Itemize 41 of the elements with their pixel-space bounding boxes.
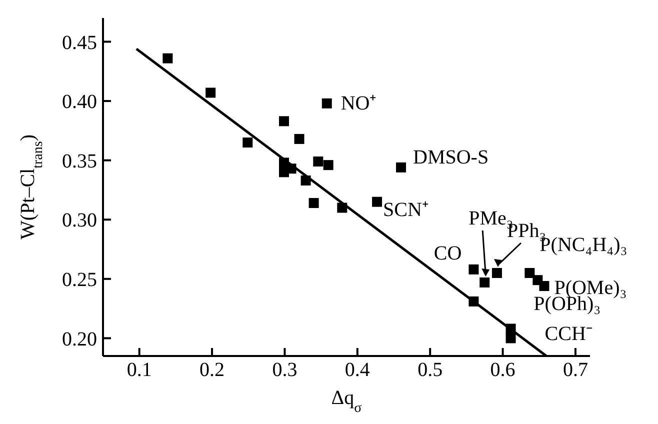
point: [337, 202, 348, 213]
point: [539, 281, 550, 292]
point: [506, 333, 516, 344]
point: [308, 198, 319, 208]
y-tick-label: 0.25: [62, 269, 97, 292]
annotation: NO⁺: [340, 92, 377, 114]
point: [313, 156, 324, 166]
point: [372, 196, 382, 207]
point: [492, 268, 502, 278]
x-tick-label: 0.6: [490, 359, 516, 382]
y-tick-label: 0.45: [62, 32, 97, 54]
point: [468, 264, 479, 274]
point: [396, 162, 406, 172]
annotation: CCH⁻: [544, 323, 593, 346]
point: [206, 88, 216, 98]
annotation: SCN⁺: [383, 198, 429, 221]
x-tick-label: 0.1: [126, 359, 152, 382]
x-tick-label: 0.4: [344, 359, 370, 382]
x-tick-label: 0.2: [200, 359, 225, 382]
point: [242, 138, 253, 148]
x-tick-label: 0.5: [418, 359, 443, 382]
y-tick-label: 0.40: [62, 91, 97, 114]
point: [480, 277, 490, 288]
y-tick-label: 0.20: [62, 328, 97, 350]
point: [524, 268, 535, 278]
annotation: DMSO-S: [413, 146, 489, 168]
x-axis-title: Δq$_{σ}$: [331, 387, 362, 416]
point: [294, 134, 304, 144]
point: [300, 175, 311, 186]
annotation: P(OMe)₃: [554, 277, 627, 300]
point: [506, 324, 516, 334]
point: [468, 296, 479, 306]
point: [162, 53, 173, 64]
y-tick-label: 0.35: [62, 150, 97, 172]
point: [278, 116, 289, 126]
annotation: CO: [434, 242, 462, 264]
x-tick-label: 0.3: [272, 359, 298, 382]
point: [322, 98, 332, 108]
x-tick-label: 0.7: [562, 359, 588, 382]
y-tick-label: 0.30: [62, 210, 97, 232]
point: [323, 160, 334, 170]
